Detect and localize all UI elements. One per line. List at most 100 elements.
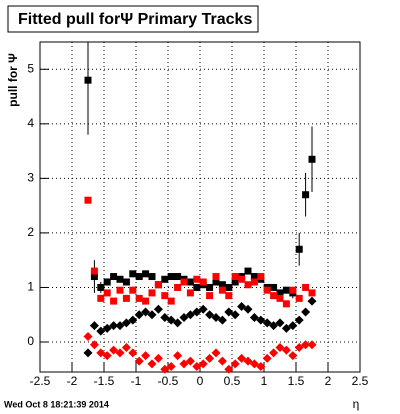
marker xyxy=(174,273,182,281)
x-tick-label: 0 xyxy=(197,374,204,388)
marker xyxy=(166,362,176,372)
marker xyxy=(166,315,176,325)
marker xyxy=(211,312,221,322)
marker xyxy=(217,315,227,325)
marker xyxy=(276,294,284,302)
marker xyxy=(161,292,169,300)
marker xyxy=(218,281,226,289)
marker xyxy=(289,286,297,294)
marker xyxy=(154,281,162,289)
marker xyxy=(192,362,202,372)
marker xyxy=(193,283,201,291)
x-tick-label: -1 xyxy=(131,374,142,388)
marker xyxy=(129,270,137,278)
marker xyxy=(110,297,118,305)
y-tick-label: 3 xyxy=(27,171,34,185)
marker xyxy=(141,307,151,317)
marker xyxy=(308,289,316,297)
marker xyxy=(199,278,207,286)
marker xyxy=(102,351,112,361)
marker xyxy=(224,364,234,374)
marker xyxy=(205,310,215,320)
marker xyxy=(256,315,266,325)
x-tick-label: -0.5 xyxy=(158,374,179,388)
marker xyxy=(217,356,227,366)
marker xyxy=(270,283,278,291)
marker xyxy=(276,289,284,297)
marker xyxy=(244,281,252,289)
marker xyxy=(109,321,119,331)
x-axis-label: η xyxy=(353,397,360,411)
marker xyxy=(288,321,298,331)
marker xyxy=(256,362,266,372)
marker xyxy=(160,364,170,374)
footer: Wed Oct 8 18:21:39 2014 xyxy=(4,399,109,409)
marker xyxy=(230,359,240,369)
marker xyxy=(294,315,304,325)
marker xyxy=(224,307,234,317)
marker xyxy=(302,191,310,199)
marker xyxy=(110,273,118,281)
marker xyxy=(97,294,105,302)
marker xyxy=(250,273,258,281)
x-tick-label: 1 xyxy=(261,374,268,388)
marker xyxy=(96,348,106,358)
marker xyxy=(212,278,220,286)
x-tick-label: 2 xyxy=(325,374,332,388)
y-tick-label: 5 xyxy=(27,61,34,75)
marker xyxy=(173,351,183,361)
marker xyxy=(308,155,316,163)
marker xyxy=(288,351,298,361)
marker xyxy=(301,307,311,317)
marker xyxy=(269,321,279,331)
marker xyxy=(206,283,214,291)
marker xyxy=(282,286,290,294)
marker xyxy=(84,76,92,84)
marker xyxy=(231,273,239,281)
marker xyxy=(122,294,130,302)
marker xyxy=(148,273,156,281)
marker xyxy=(237,353,247,363)
marker xyxy=(225,283,233,291)
marker xyxy=(135,273,143,281)
marker xyxy=(103,278,111,286)
marker xyxy=(185,356,195,366)
marker xyxy=(275,342,285,352)
marker xyxy=(121,342,131,352)
marker xyxy=(295,245,303,253)
marker xyxy=(262,353,272,363)
marker xyxy=(141,351,151,361)
marker xyxy=(167,297,175,305)
marker xyxy=(198,359,208,369)
marker xyxy=(90,267,98,275)
marker xyxy=(142,297,150,305)
marker xyxy=(205,353,215,363)
marker xyxy=(179,359,189,369)
x-tick-label: -2 xyxy=(67,374,78,388)
marker xyxy=(295,294,303,302)
marker xyxy=(211,348,221,358)
marker xyxy=(275,318,285,328)
y-tick-label: 2 xyxy=(27,225,34,239)
x-tick-label: 2.5 xyxy=(352,374,369,388)
marker xyxy=(134,310,144,320)
marker xyxy=(212,273,220,281)
marker xyxy=(301,340,311,350)
marker xyxy=(153,353,163,363)
marker xyxy=(225,292,233,300)
x-tick-label: -2.5 xyxy=(30,374,51,388)
marker xyxy=(148,289,156,297)
marker xyxy=(129,286,137,294)
marker xyxy=(282,300,290,308)
marker xyxy=(84,196,92,204)
marker xyxy=(185,310,195,320)
marker xyxy=(243,304,253,314)
marker xyxy=(218,286,226,294)
marker xyxy=(102,323,112,333)
marker xyxy=(192,307,202,317)
marker xyxy=(128,315,138,325)
title-box xyxy=(7,5,259,33)
marker xyxy=(147,359,157,369)
x-tick-label: -1.5 xyxy=(94,374,115,388)
marker xyxy=(307,340,317,350)
